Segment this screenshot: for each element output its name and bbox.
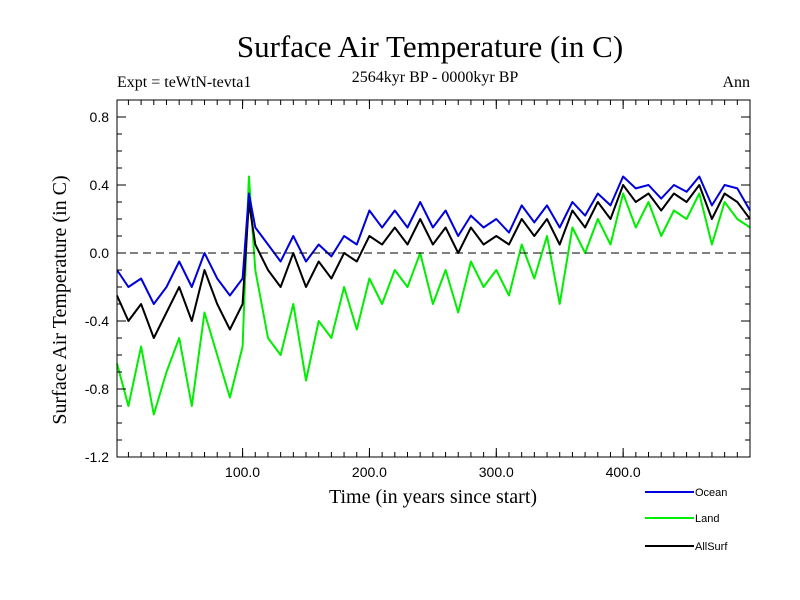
chart-title: Surface Air Temperature (in C) bbox=[237, 29, 623, 64]
x-axis: 100.0 200.0 300.0 400.0 bbox=[127, 100, 738, 480]
y-tick-label: 0.4 bbox=[90, 177, 110, 193]
y-tick-label: -0.4 bbox=[85, 313, 109, 329]
series-line-allsurf bbox=[116, 184, 751, 339]
season-label: Ann bbox=[722, 74, 750, 91]
y-tick-label: 0.0 bbox=[90, 245, 110, 261]
x-tick-label: 100.0 bbox=[225, 464, 260, 480]
y-tick-label: -1.2 bbox=[85, 449, 109, 465]
legend-label-land: Land bbox=[695, 513, 719, 525]
plot-frame bbox=[116, 99, 751, 458]
x-tick-label: 400.0 bbox=[606, 464, 641, 480]
legend-label-ocean: Ocean bbox=[695, 487, 727, 499]
x-axis-label: Time (in years since start) bbox=[329, 486, 537, 508]
legend-label-allsurf: AllSurf bbox=[695, 541, 728, 553]
y-axis-label: Surface Air Temperature (in C) bbox=[49, 175, 71, 424]
x-tick-label: 300.0 bbox=[479, 464, 514, 480]
y-tick-label: -0.8 bbox=[85, 381, 109, 397]
experiment-label: Expt = teWtN-tevta1 bbox=[117, 74, 251, 91]
plot-series bbox=[116, 175, 751, 416]
series-line-land bbox=[116, 175, 751, 416]
series-line-ocean bbox=[116, 175, 751, 305]
legend: Ocean Land AllSurf bbox=[645, 487, 728, 553]
y-axis: 0.8 0.4 0.0 -0.4 -0.8 -1.2 bbox=[85, 99, 750, 465]
y-tick-label: 0.8 bbox=[90, 109, 110, 125]
x-tick-label: 200.0 bbox=[352, 464, 387, 480]
time-range-label: 2564kyr BP - 0000kyr BP bbox=[352, 69, 519, 86]
